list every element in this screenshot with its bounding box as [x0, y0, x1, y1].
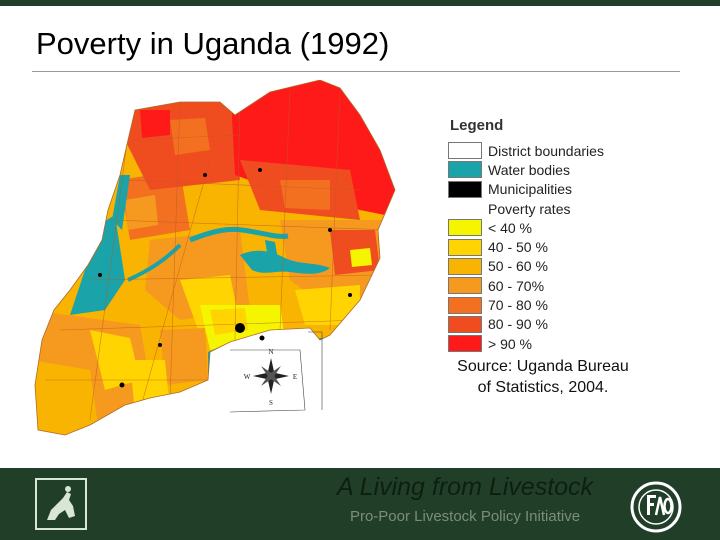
legend-label: District boundaries [488, 142, 604, 159]
compass-e: E [293, 373, 297, 381]
legend-item: > 90 % [448, 334, 648, 353]
legend-label: < 40 % [488, 219, 532, 236]
compass-rose-icon: N S E W [244, 348, 297, 407]
source-line-1: Source: Uganda Bureau [457, 358, 629, 375]
legend-swatch [448, 296, 482, 314]
compass-s: S [269, 399, 273, 407]
legend-swatch [448, 257, 482, 275]
legend-title: Legend [450, 117, 504, 134]
legend-item: Water bodies [448, 160, 648, 179]
map-legend: Legend District boundaries Water bodies Mu… [448, 117, 648, 353]
footer-initiative: Pro-Poor Livestock Policy Initiative [349, 508, 581, 525]
legend-swatch [448, 335, 482, 353]
legend-label: 80 - 90 % [488, 316, 548, 333]
legend-item: District boundaries [448, 141, 648, 160]
legend-swatch [448, 277, 482, 295]
legend-label: 60 - 70% [488, 277, 545, 294]
legend-item: Poverty rates [448, 199, 648, 218]
footer-bar [0, 468, 720, 540]
legend-item: 50 - 60 % [448, 257, 648, 276]
compass-w: W [244, 373, 251, 381]
legend-item: < 40 % [448, 218, 648, 237]
legend-item: 60 - 70% [448, 276, 648, 295]
source-note: Source: Uganda Bureau of Statistics, 200… [424, 356, 662, 398]
legend-swatch [448, 315, 482, 333]
legend-label: Water bodies [488, 161, 570, 178]
legend-swatch [448, 219, 482, 237]
legend-swatch [448, 238, 482, 256]
uganda-poverty-map: N S E W [34, 80, 396, 436]
legend-label: 40 - 50 % [488, 239, 548, 256]
compass-n: N [268, 348, 273, 356]
source-line-2: of Statistics, 2004. [477, 379, 609, 396]
legend-swatch [448, 180, 482, 198]
legend-swatch [448, 200, 482, 217]
legend-item: Municipalities [448, 180, 648, 199]
fao-logo-icon [630, 481, 682, 533]
legend-swatch [448, 142, 482, 160]
legend-item: 40 - 50 % [448, 237, 648, 256]
legend-label: Municipalities [488, 181, 573, 198]
municipality-markers [98, 168, 352, 388]
legend-label: 70 - 80 % [488, 297, 548, 314]
legend-item: 70 - 80 % [448, 295, 648, 314]
legend-swatch [448, 161, 482, 179]
legend-label: > 90 % [488, 335, 532, 352]
top-bar [0, 0, 720, 6]
legend-item: 80 - 90 % [448, 315, 648, 334]
title-divider [32, 71, 680, 72]
livestock-figure-icon [35, 478, 87, 530]
legend-label: Poverty rates [488, 200, 571, 217]
slide-title: Poverty in Uganda (1992) [36, 26, 390, 61]
legend-label: 50 - 60 % [488, 258, 548, 275]
footer-tagline: A Living from Livestock [336, 473, 594, 501]
